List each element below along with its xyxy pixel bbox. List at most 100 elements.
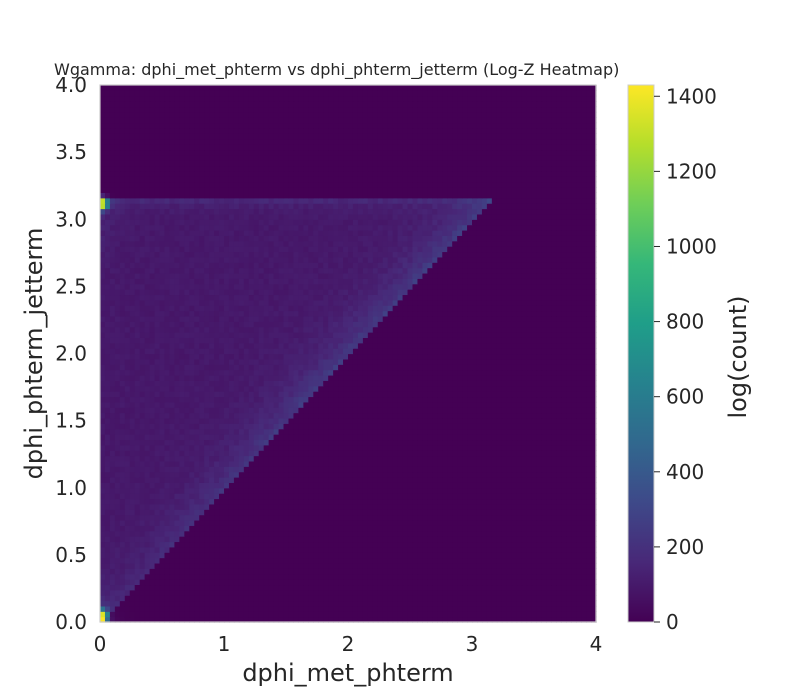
heatmap-cell [432, 423, 438, 430]
heatmap-cell [313, 450, 319, 457]
heatmap-cell [268, 471, 275, 478]
heatmap-cell [219, 573, 225, 580]
heatmap-cell [362, 503, 369, 510]
heatmap-cell [576, 546, 582, 553]
heatmap-cell [199, 423, 205, 430]
heatmap-cell [432, 557, 438, 564]
heatmap-cell [114, 396, 121, 403]
heatmap-cell [551, 595, 557, 602]
heatmap-cell [367, 557, 374, 564]
heatmap-cell [472, 611, 478, 618]
heatmap-cell [258, 562, 265, 569]
heatmap-cell [372, 503, 379, 510]
heatmap-cell [397, 401, 404, 408]
heatmap-cell [273, 589, 280, 596]
heatmap-cell [273, 391, 280, 398]
heatmap-cell [194, 584, 200, 591]
heatmap-cell [566, 562, 572, 569]
heatmap-cell [382, 391, 389, 398]
heatmap-cell [407, 380, 414, 387]
heatmap-cell [566, 557, 572, 564]
heatmap-cell [417, 530, 423, 537]
heatmap-cell [536, 579, 543, 586]
heatmap-cell [551, 546, 557, 553]
heatmap-cell [104, 444, 111, 451]
heatmap-cell [333, 407, 339, 414]
heatmap-cell [253, 417, 260, 424]
heatmap-cell [491, 487, 498, 494]
heatmap-cell [541, 568, 547, 575]
heatmap-cell [164, 439, 171, 446]
heatmap-cell [491, 434, 498, 441]
heatmap-cell [541, 525, 547, 532]
heatmap-cell [124, 611, 131, 618]
heatmap-cell [283, 450, 290, 457]
heatmap-cell [273, 557, 280, 564]
heatmap-cell [263, 455, 270, 462]
heatmap-cell [308, 493, 314, 500]
heatmap-cell [476, 455, 483, 462]
heatmap-cell [164, 584, 171, 591]
heatmap-cell [134, 423, 141, 430]
heatmap-cell [501, 353, 508, 360]
heatmap-cell [303, 466, 309, 473]
heatmap-cell [268, 380, 275, 387]
heatmap-cell [402, 519, 409, 526]
heatmap-cell [233, 396, 240, 403]
heatmap-cell [457, 380, 463, 387]
heatmap-cell [476, 536, 483, 543]
heatmap-cell [263, 509, 270, 516]
heatmap-cell [124, 358, 131, 365]
heatmap-cell [581, 584, 587, 591]
heatmap-cell [189, 595, 195, 602]
heatmap-cell [174, 509, 180, 516]
heatmap-cell [283, 401, 290, 408]
heatmap-cell [462, 503, 468, 510]
heatmap-cell [308, 541, 314, 548]
heatmap-cell [511, 530, 518, 537]
heatmap-cell [278, 514, 285, 521]
heatmap-cell [129, 380, 136, 387]
heatmap-cell [154, 541, 161, 548]
heatmap-cell [407, 482, 414, 489]
heatmap-cell [238, 455, 245, 462]
heatmap-cell [467, 487, 473, 494]
heatmap-cell [367, 374, 374, 381]
heatmap-cell [417, 568, 423, 575]
heatmap-cell [288, 444, 295, 451]
heatmap-cell [184, 477, 190, 483]
heatmap-cell [204, 401, 210, 408]
heatmap-cell [571, 546, 577, 553]
heatmap-cell [561, 611, 567, 618]
heatmap-cell [243, 509, 250, 516]
heatmap-cell [491, 353, 498, 360]
heatmap-cell [248, 417, 255, 424]
heatmap-cell [338, 487, 344, 494]
heatmap-cell [462, 519, 468, 526]
heatmap-cell [412, 546, 419, 553]
heatmap-cell [328, 509, 334, 516]
heatmap-cell [576, 428, 582, 435]
heatmap-cell [551, 374, 557, 381]
heatmap-cell [536, 519, 543, 526]
heatmap-cell [328, 611, 334, 618]
heatmap-cell [159, 450, 166, 457]
heatmap-cell [571, 380, 577, 387]
heatmap-cell [357, 358, 364, 365]
heatmap-cell [219, 380, 225, 387]
heatmap-cell [323, 439, 329, 446]
heatmap-cell [382, 374, 389, 381]
heatmap-cell [283, 541, 290, 548]
heatmap-cell [109, 471, 116, 478]
heatmap-cell [556, 471, 562, 478]
heatmap-cell [328, 455, 334, 462]
heatmap-cell [486, 455, 493, 462]
heatmap-cell [184, 536, 190, 543]
heatmap-cell [219, 514, 225, 521]
heatmap-cell [442, 498, 448, 505]
heatmap-cell [238, 493, 245, 500]
heatmap-cell [159, 568, 166, 575]
heatmap-cell [164, 353, 171, 360]
heatmap-cell [224, 525, 230, 532]
heatmap-cell [462, 579, 468, 586]
